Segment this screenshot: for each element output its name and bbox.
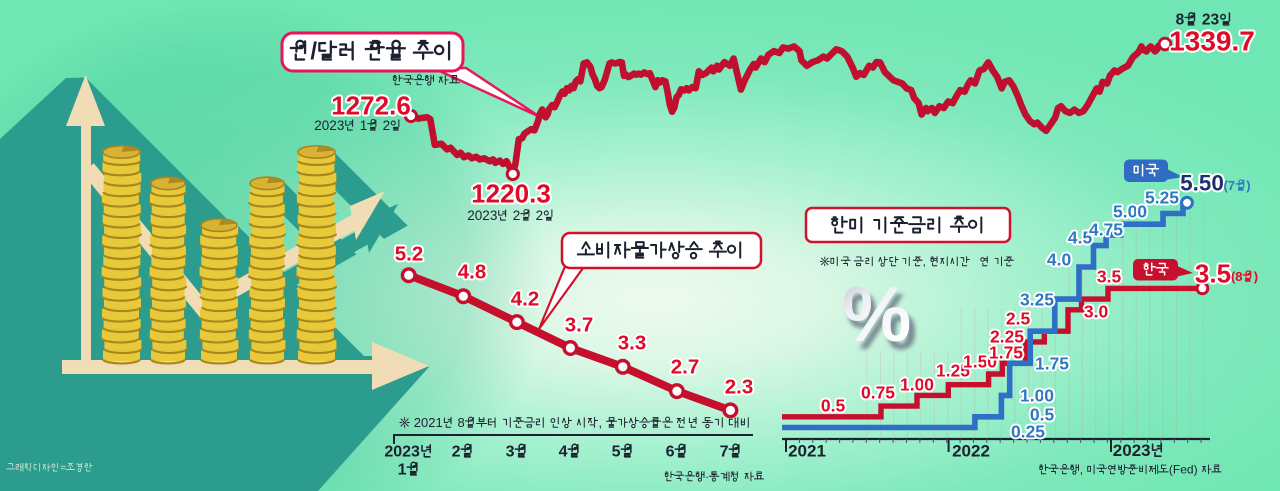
svg-text:%: % (846, 277, 917, 366)
svg-text:%: % (842, 270, 911, 358)
